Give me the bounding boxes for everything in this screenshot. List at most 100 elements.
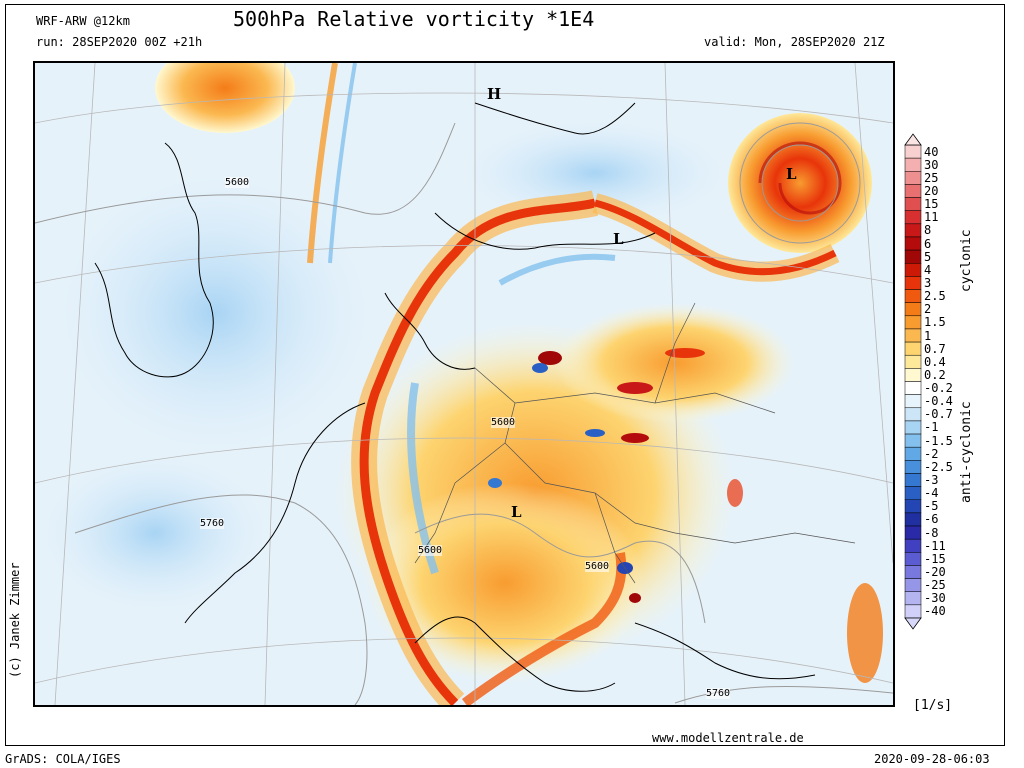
colorbar-tick-label: 30	[924, 157, 939, 172]
colorbar-swatch	[904, 578, 922, 592]
colorbar-swatch	[904, 315, 922, 330]
colorbar-tick-label: 0.2	[924, 367, 946, 382]
run-label: run: 28SEP2020 00Z +21h	[36, 35, 203, 49]
chart-title: 500hPa Relative vorticity *1E4	[233, 7, 595, 31]
colorbar-swatch	[904, 525, 922, 540]
vorticity-band	[594, 199, 837, 276]
colorbar-swatch	[904, 249, 922, 264]
colorbar-tick-label: 40	[924, 144, 939, 159]
colorbar-swatch	[904, 446, 922, 461]
vorticity-band	[359, 198, 597, 705]
colorbar-swatch	[904, 341, 922, 356]
colorbar-swatch	[904, 354, 922, 369]
colorbar-tick-label: -1.5	[924, 433, 953, 448]
colorbar-swatch	[904, 604, 922, 619]
colorbar-tick-label: -0.2	[924, 381, 953, 396]
colorbar-tick-label: 11	[924, 210, 939, 225]
website-link[interactable]: www.modellzentrale.de	[652, 731, 804, 745]
colorbar-tick-label: 0.4	[924, 354, 946, 369]
colorbar-swatch	[904, 460, 922, 474]
colorbar-top-arrow	[904, 133, 922, 146]
colorbar-swatch	[904, 276, 922, 290]
colorbar-swatch	[904, 289, 922, 303]
colorbar-tick-label: -15	[924, 551, 946, 566]
colorbar-swatch	[904, 433, 922, 448]
colorbar-tick-label: 1	[924, 328, 932, 343]
colorbar-tick-label: 8	[924, 223, 932, 238]
copyright-label: (c) Janek Zimmer	[8, 562, 22, 678]
colorbar-tick-label: -20	[924, 565, 946, 579]
colorbar-swatch	[904, 157, 922, 172]
colorbar-swatch	[904, 538, 922, 553]
contour-label: 5600	[418, 545, 443, 556]
colorbar-tick-label: -2.5	[924, 459, 953, 474]
colorbar-tick-label: 0.7	[924, 341, 946, 356]
contour-label: 5600	[225, 177, 250, 188]
colorbar-swatch	[904, 394, 922, 409]
colorbar-tick-label: 20	[924, 183, 939, 198]
colorbar-swatch	[904, 512, 922, 527]
cyclonic-area	[728, 113, 872, 253]
colorbar-tick-label: -4	[924, 486, 939, 501]
colorbar-tick-label: -1	[924, 420, 939, 435]
colorbar-swatch	[904, 302, 922, 317]
colorbar-tick-label: -5	[924, 499, 939, 514]
low-pressure-marker: L	[786, 165, 797, 183]
colorbar-tick-label: 25	[924, 170, 939, 185]
colorbar-swatch	[904, 184, 922, 198]
colorbar-swatch	[904, 407, 922, 422]
geopotential-contours	[35, 122, 893, 705]
vorticity-map: H L L L 5600 5600 5600 5600 5760 5760	[33, 61, 895, 707]
cyclonic-area	[555, 303, 795, 423]
colorbar-swatch	[904, 420, 922, 435]
colorbar-tick-label: -2	[924, 446, 939, 461]
colorbar-tick-label: -8	[924, 525, 939, 540]
map-canvas	[35, 63, 893, 705]
colorbar-tick-label: -6	[924, 512, 939, 527]
colorbar-tick-label: 5	[924, 249, 932, 264]
colorbar-swatch	[904, 197, 922, 211]
anticyclonic-label: anti-cyclonic	[959, 401, 974, 503]
colorbar-swatch	[904, 263, 922, 277]
colorbar-tick-label: -0.7	[924, 407, 953, 422]
colorbar-swatch	[904, 223, 922, 238]
colorbar-swatch	[904, 171, 922, 185]
anticyclonic-area	[35, 443, 285, 623]
software-credit: GrADS: COLA/IGES	[5, 752, 121, 766]
colorbar-tick-label: 1.5	[924, 315, 946, 330]
anticyclonic-area	[35, 153, 395, 473]
contour-label: 5600	[585, 561, 610, 572]
colorbar-swatch	[904, 552, 922, 566]
colorbar-swatch	[904, 144, 922, 159]
colorbar-tick-label: -0.4	[924, 394, 953, 409]
colorbar-tick-label: 3	[924, 275, 932, 290]
coastlines	[94, 102, 816, 692]
cyclonic-label: cyclonic	[959, 229, 974, 292]
country-borders	[414, 302, 856, 584]
colorbar-swatch	[904, 236, 922, 251]
contour-label: 5760	[200, 518, 225, 529]
colorbar-swatch	[904, 210, 922, 225]
model-label: WRF-ARW @12km	[36, 14, 130, 28]
generation-timestamp: 2020-09-28-06:03	[874, 752, 990, 766]
low-pressure-marker: L	[511, 503, 522, 521]
colorbar-tick-label: -25	[924, 578, 946, 593]
colorbar-swatch	[904, 486, 922, 501]
colorbar-tick-label: 2	[924, 302, 932, 317]
colorbar-tick-label: -30	[924, 591, 946, 606]
colorbar-tick-label: -11	[924, 538, 946, 553]
colorbar-bottom-arrow	[904, 617, 922, 630]
units-label: [1/s]	[913, 698, 953, 713]
contour-label: 5600	[491, 417, 516, 428]
low-pressure-marker: L	[613, 230, 624, 248]
colorbar-swatch	[904, 499, 922, 514]
high-pressure-marker: H	[487, 85, 502, 103]
colorbar-swatch	[904, 565, 922, 579]
colorbar-swatch	[904, 368, 922, 382]
colorbar-tick-label: 6	[924, 236, 932, 251]
cyclonic-area	[155, 63, 295, 133]
colorbar-tick-label: -40	[924, 604, 946, 619]
graticule	[35, 63, 893, 705]
valid-time-label: valid: Mon, 28SEP2020 21Z	[704, 35, 885, 49]
vorticity-band	[462, 552, 627, 705]
